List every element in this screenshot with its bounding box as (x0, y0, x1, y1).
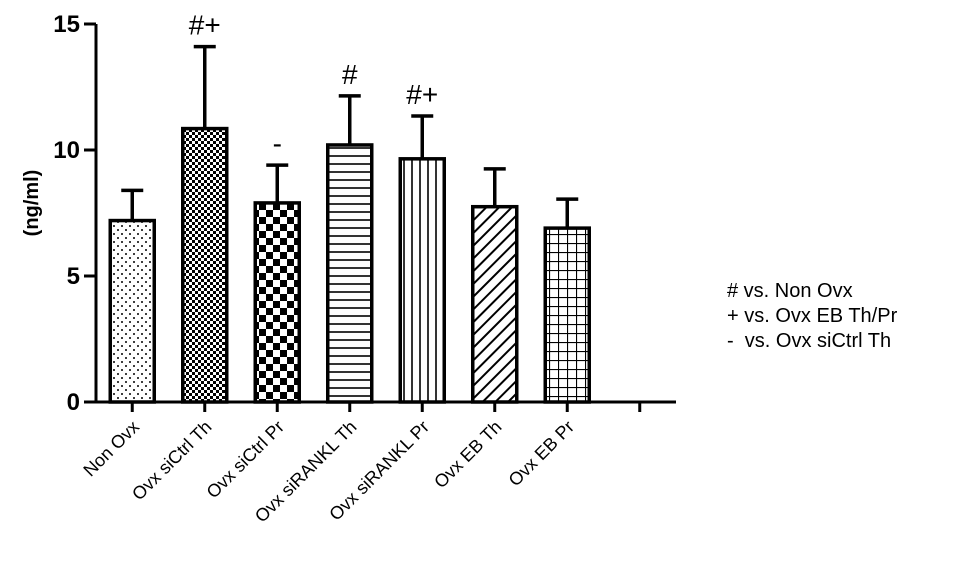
bar (543, 226, 591, 404)
significance-annotations: #+ - # #+ (189, 10, 438, 159)
y-tick-label: 10 (53, 137, 80, 164)
significance-label: #+ (189, 10, 221, 41)
y-axis-title: (ng/ml) (21, 170, 43, 237)
x-tick-label: Non Ovx (79, 417, 143, 481)
y-ticks: 0 5 10 15 (53, 11, 96, 416)
bars (108, 126, 591, 404)
y-tick-label: 15 (53, 11, 80, 38)
legend-note: + vs. Ovx EB Th/Pr (727, 305, 898, 327)
bar (108, 218, 156, 404)
bar (253, 201, 301, 404)
significance-label: # (342, 59, 358, 90)
error-bars (121, 44, 579, 229)
bar (181, 126, 229, 404)
legend-note: - vs. Ovx siCtrl Th (727, 330, 891, 352)
bar (326, 143, 374, 404)
x-tick-label: Ovx EB Pr (505, 417, 579, 491)
legend-note: # vs. Non Ovx (727, 280, 853, 302)
y-tick-label: 0 (67, 389, 80, 416)
significance-label: #+ (406, 79, 438, 110)
legend-notes: # vs. Non Ovx + vs. Ovx EB Th/Pr - vs. O… (727, 280, 898, 352)
x-tick-label: Ovx EB Th (430, 417, 505, 492)
significance-label: - (273, 128, 282, 159)
y-tick-label: 5 (67, 263, 80, 290)
bar (471, 204, 519, 404)
bar (398, 157, 446, 404)
